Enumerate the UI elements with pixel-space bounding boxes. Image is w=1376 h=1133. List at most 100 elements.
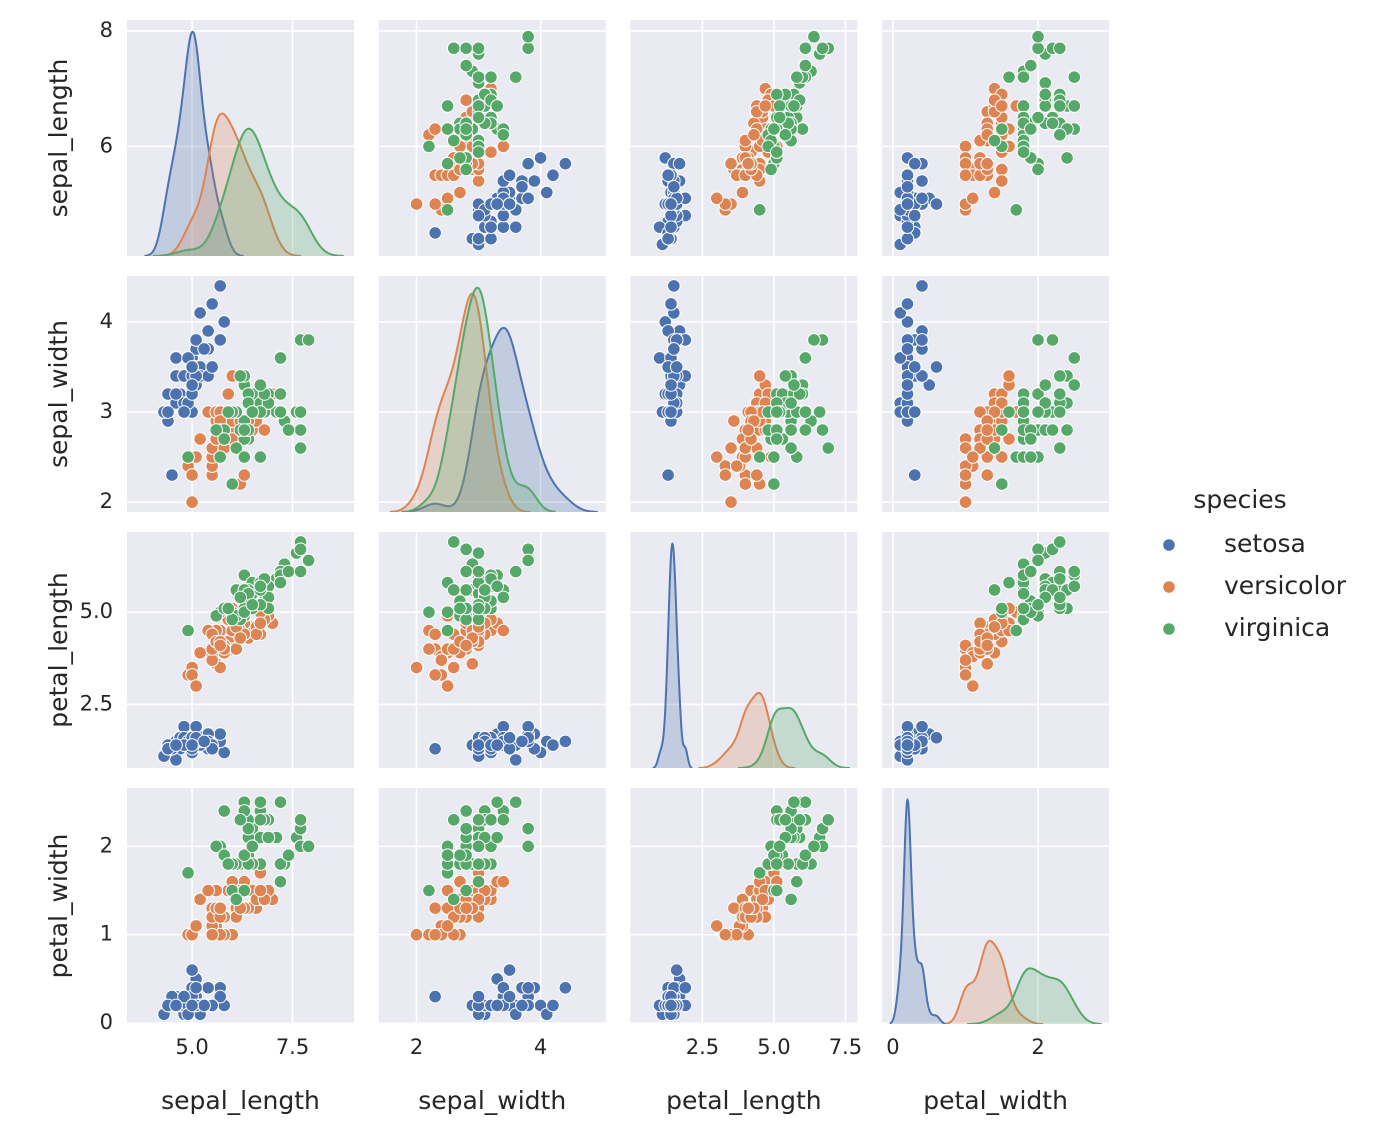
panel [127,788,354,1024]
point [724,495,738,509]
point [958,156,973,171]
point [453,185,467,200]
point [521,29,535,44]
point [161,405,175,419]
point [994,174,1009,188]
point [900,342,915,356]
point [1031,110,1045,125]
point [664,208,678,223]
point [428,226,442,240]
legend-label: versicolor [1224,571,1347,600]
point [459,93,473,108]
point [769,432,784,446]
point [798,423,813,437]
point [233,369,248,383]
point [958,653,973,667]
point [661,168,675,183]
kde-area [144,31,244,256]
point [784,892,798,907]
panel [630,276,858,512]
y-tick-label: 2.5 [80,691,113,715]
point [664,405,678,419]
point [496,220,511,234]
point [987,620,1002,634]
legend-label: virginica [1224,613,1330,642]
point [900,297,915,311]
point [1031,387,1045,401]
point [1067,351,1082,365]
point [1045,116,1060,131]
point [1009,203,1024,217]
point [233,813,248,827]
point [293,423,308,437]
point [915,333,929,347]
point [459,583,473,597]
x-tick-label: 5.0 [175,1035,208,1059]
point [781,857,796,871]
point [798,41,813,56]
point [709,919,724,933]
point [965,450,980,464]
point [980,423,995,437]
point [221,387,236,401]
point [729,459,744,473]
point [1023,122,1038,136]
point [807,29,821,44]
x-tick-label: 2 [410,1035,423,1059]
point [798,848,813,862]
point [792,813,807,827]
point [459,821,473,836]
point [1060,151,1074,165]
point [459,804,473,818]
panel [882,788,1110,1024]
point [484,145,498,159]
point [502,168,517,183]
point [1052,387,1067,401]
point [1067,70,1082,84]
point [281,423,296,437]
point [428,901,442,916]
kde-line [152,127,344,256]
point [1016,99,1031,113]
point [181,623,195,638]
point [546,998,560,1013]
point [253,795,268,809]
kde-area [967,968,1102,1024]
point [900,315,915,329]
point [994,122,1009,136]
point [293,564,308,579]
point [667,279,681,293]
point [484,231,498,246]
panel [882,532,1110,768]
panel [378,276,606,512]
point [502,989,517,1004]
point [428,122,442,136]
point [994,477,1009,491]
point [521,821,535,836]
point [496,208,511,223]
point [900,197,915,211]
point [217,804,232,818]
point [1002,575,1016,590]
point [965,191,980,206]
kde-line [945,939,1044,1024]
point [1067,579,1082,594]
y-tick-label: 2 [100,833,113,857]
point [772,110,787,125]
point [471,857,486,871]
panel [882,276,1110,512]
point [185,495,199,509]
y-axis-label: petal_width [44,834,73,979]
point [664,378,678,392]
point [428,197,442,211]
point [769,857,784,871]
point [213,989,228,1004]
point [664,297,678,311]
point [237,883,252,898]
kde-line [389,292,531,512]
point [301,553,316,568]
panel-bg [882,788,1110,1024]
point [929,197,944,211]
point [201,324,215,338]
point [459,638,473,653]
